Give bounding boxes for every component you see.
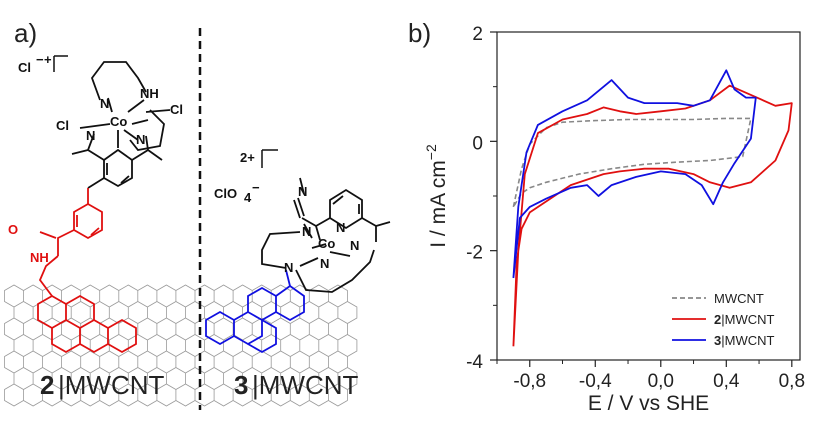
complex2-atom-n3: N: [86, 128, 95, 143]
x-tick-label: -0,8: [513, 371, 546, 392]
svg-text:ClO: ClO: [214, 186, 237, 201]
complex3-atom-n1: N: [298, 184, 307, 199]
complex2-atom-cl-right: Cl: [170, 102, 183, 117]
complex3-molecule: [261, 177, 391, 293]
y-axis-label: I / mA cm−2: [423, 144, 450, 248]
complex3-metal: Co: [318, 236, 335, 251]
complex2-amide-nh: NH: [30, 250, 49, 265]
svg-text:Cl: Cl: [18, 60, 31, 75]
complex2-amide-oxygen: O: [8, 222, 18, 237]
complex3-atom-n5: N: [284, 260, 293, 275]
series-line-1: [512, 84, 793, 347]
svg-text:|MWCNT: |MWCNT: [252, 370, 359, 400]
label-3-mwcnt: 3 |MWCNT: [234, 370, 359, 400]
complex2-linker: [37, 188, 137, 354]
complex2-atom-nh: NH: [140, 86, 159, 101]
y-tick-label: 2: [472, 24, 483, 45]
svg-text:|MWCNT: |MWCNT: [58, 370, 165, 400]
x-tick-label: 0,4: [713, 371, 740, 392]
svg-text:2+: 2+: [240, 150, 255, 165]
cv-chart: -0,8 -0,4 0,0 0,4 0,8 -4 -2 0 2 E / V vs SHE I / m…: [423, 24, 805, 415]
svg-text:−: −: [36, 52, 44, 67]
complex2-atom-n2: N: [136, 132, 145, 147]
label-2-mwcnt: 2 |MWCNT: [40, 370, 165, 400]
complex3-atom-n4: N: [336, 220, 345, 235]
series-line-2: [512, 69, 757, 279]
svg-text:−: −: [252, 180, 260, 195]
complex2-metal: Co: [110, 114, 127, 129]
x-tick-label: 0,0: [648, 371, 674, 392]
complex3-counter-ion: ClO 4 − 2+: [214, 149, 278, 205]
x-axis-label: E / V vs SHE: [588, 392, 709, 415]
complex2-atom-n1: N: [100, 96, 109, 111]
complex3-pyrene: [205, 284, 305, 354]
legend-label-2: 3|MWCNT: [714, 333, 775, 348]
complex2-atom-cl-left: Cl: [56, 118, 69, 133]
complex2-counter-ion: Cl − +: [18, 52, 68, 75]
x-tick-label: 0,8: [779, 371, 805, 392]
y-tick-label: -2: [466, 243, 483, 264]
svg-text:+: +: [44, 52, 52, 67]
x-tick-label: -0,4: [579, 371, 612, 392]
plot-frame: [496, 31, 801, 361]
complex3-atom-n2: N: [302, 224, 311, 239]
panel-b-label: b): [408, 18, 431, 48]
svg-text:2: 2: [40, 370, 54, 400]
y-tick-label: 0: [472, 133, 483, 154]
series-line-0: [512, 117, 752, 208]
legend-label-1: 2|MWCNT: [714, 312, 775, 327]
nanotube-mesh: [4, 284, 358, 407]
svg-text:3: 3: [234, 370, 248, 400]
svg-text:4: 4: [244, 190, 252, 205]
complex2-molecule: [71, 61, 171, 189]
y-tick-label: -4: [466, 352, 483, 373]
complex3-atom-n3: N: [350, 238, 359, 253]
panel-a-label: a): [14, 18, 37, 48]
complex3-atom-n6: N: [320, 256, 329, 271]
legend-label-0: MWCNT: [714, 291, 764, 306]
